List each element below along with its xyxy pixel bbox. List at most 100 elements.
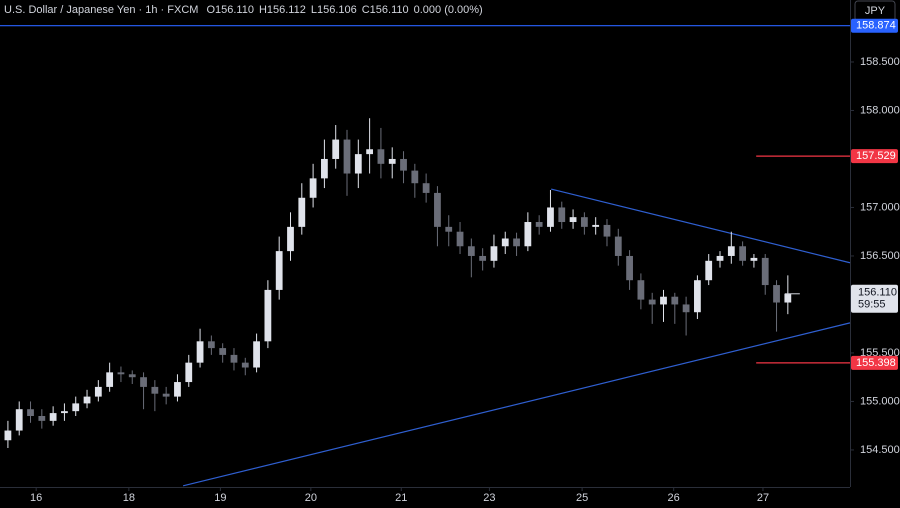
candle-body bbox=[72, 403, 80, 412]
candle-body bbox=[558, 207, 566, 223]
candle-body bbox=[38, 416, 46, 421]
y-tick-label: 156.500 bbox=[860, 250, 900, 262]
level-tag bbox=[851, 149, 898, 164]
candle-body bbox=[671, 296, 679, 305]
candle-body bbox=[61, 411, 68, 414]
candle-body bbox=[230, 354, 238, 363]
candle-body bbox=[94, 386, 102, 397]
candle-body bbox=[513, 238, 520, 247]
candle-body bbox=[185, 362, 193, 383]
candle-body bbox=[117, 372, 125, 375]
candle-body bbox=[298, 197, 306, 227]
candle-body bbox=[716, 255, 724, 261]
candle-body bbox=[264, 289, 272, 342]
candle-body bbox=[626, 255, 633, 281]
ohlc-value: C156.110 bbox=[362, 4, 409, 16]
level-label: 157.529 bbox=[856, 150, 896, 162]
candle-body bbox=[411, 170, 419, 184]
x-tick-label: 18 bbox=[123, 492, 135, 504]
candle-body bbox=[388, 158, 396, 164]
candle-body bbox=[275, 251, 283, 290]
candle-body bbox=[467, 246, 475, 256]
candle-body bbox=[569, 217, 577, 223]
candle-body bbox=[524, 222, 532, 247]
candle-body bbox=[784, 293, 792, 303]
y-tick-label: 155.000 bbox=[860, 395, 900, 407]
candle-body bbox=[422, 183, 430, 193]
level-tag bbox=[851, 18, 898, 33]
candle-body bbox=[354, 154, 362, 174]
ohlc-value: H156.112 bbox=[259, 4, 306, 16]
candle-body bbox=[547, 207, 554, 227]
candle-body bbox=[637, 280, 645, 300]
candle-body bbox=[106, 372, 114, 387]
candle-body bbox=[501, 238, 509, 247]
y-tick-label: 154.500 bbox=[860, 444, 900, 456]
candle-body bbox=[253, 341, 260, 368]
candle-body bbox=[332, 139, 340, 159]
y-tick-label: 157.000 bbox=[860, 201, 900, 213]
candle-body bbox=[490, 246, 498, 261]
candle-body bbox=[479, 255, 487, 261]
candle-body bbox=[456, 231, 464, 247]
candle-body bbox=[321, 158, 328, 179]
last-price-label: 156.110 bbox=[858, 287, 897, 299]
trendline bbox=[550, 188, 851, 264]
level-label: 158.874 bbox=[856, 20, 896, 32]
candle-body bbox=[377, 149, 385, 164]
candle-body bbox=[739, 246, 747, 261]
x-tick-label: 21 bbox=[395, 492, 407, 504]
candle-body bbox=[773, 285, 780, 303]
currency-label[interactable]: JPY bbox=[865, 5, 886, 17]
candle-body bbox=[750, 257, 758, 261]
candle-body bbox=[535, 222, 543, 227]
x-tick-label: 27 bbox=[757, 492, 769, 504]
candle-body bbox=[660, 296, 667, 305]
candle-body bbox=[614, 236, 622, 256]
candle-body bbox=[15, 409, 23, 431]
candle-body bbox=[682, 304, 690, 313]
candle-body bbox=[603, 224, 611, 237]
ohlc-value: O156.110 bbox=[206, 4, 254, 16]
candle-body bbox=[219, 348, 227, 355]
ohlc-value: L156.106 bbox=[311, 4, 357, 16]
trendline bbox=[182, 322, 851, 487]
candle-body bbox=[648, 299, 656, 305]
countdown-label: 59:55 bbox=[858, 299, 886, 311]
candle-body bbox=[196, 341, 204, 363]
x-tick-label: 16 bbox=[30, 492, 42, 504]
ohlc-value: 0.000 (0.00%) bbox=[414, 4, 483, 16]
candle-body bbox=[434, 192, 441, 227]
candle-body bbox=[580, 217, 588, 227]
x-tick-label: 25 bbox=[576, 492, 588, 504]
candle-body bbox=[241, 362, 249, 368]
symbol-title: U.S. Dollar / Japanese Yen · 1h · FXCM bbox=[4, 4, 198, 16]
candle-body bbox=[705, 260, 713, 281]
candle-body bbox=[727, 246, 735, 256]
x-tick-label: 26 bbox=[668, 492, 680, 504]
candle-body bbox=[49, 413, 57, 421]
candle-body bbox=[445, 226, 453, 232]
x-tick-label: 20 bbox=[305, 492, 317, 504]
y-tick-label: 158.500 bbox=[860, 56, 900, 68]
candle-body bbox=[400, 158, 407, 171]
last-price-tag bbox=[851, 284, 898, 313]
candle-body bbox=[207, 341, 215, 349]
candle-body bbox=[287, 226, 294, 252]
candle-body bbox=[27, 409, 34, 417]
candle-body bbox=[162, 393, 170, 397]
candle-body bbox=[140, 377, 147, 387]
candle-body bbox=[151, 386, 159, 394]
candle-body bbox=[592, 224, 600, 227]
level-label: 155.398 bbox=[856, 357, 896, 369]
candle-body bbox=[761, 257, 769, 286]
x-tick-label: 23 bbox=[483, 492, 495, 504]
candle-body bbox=[83, 396, 91, 404]
candle-body bbox=[343, 139, 351, 174]
level-tag bbox=[851, 355, 898, 370]
candle-body bbox=[4, 430, 12, 441]
candle-body bbox=[694, 280, 701, 313]
candle-body bbox=[174, 382, 181, 397]
